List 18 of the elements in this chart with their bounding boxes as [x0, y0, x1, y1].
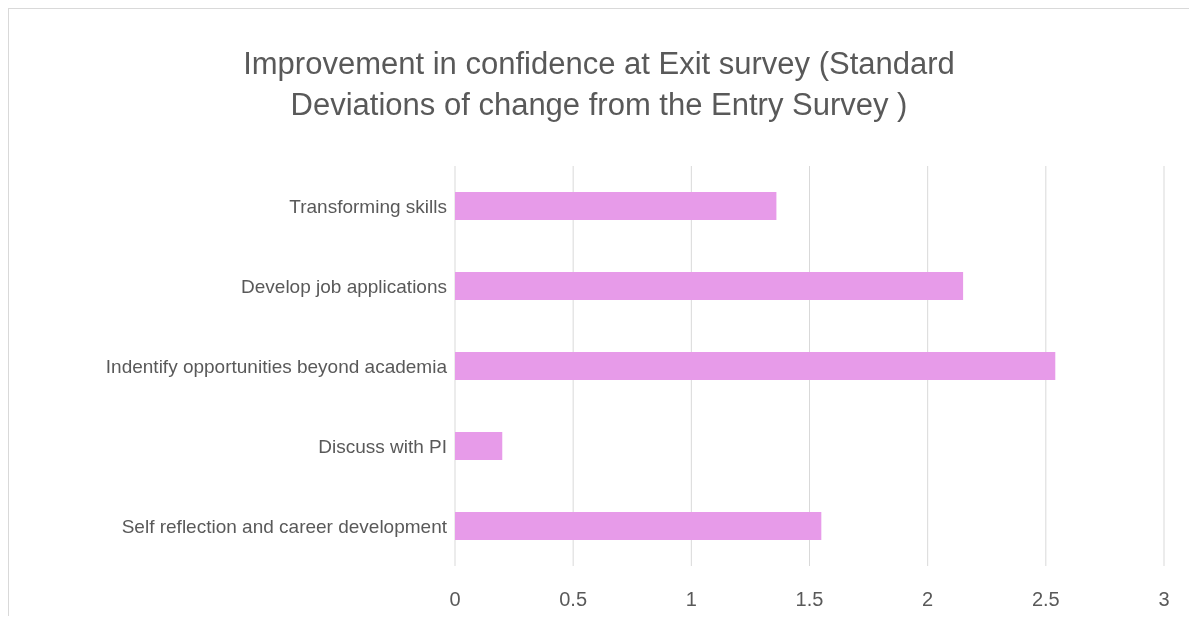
bar	[455, 432, 503, 460]
y-tick-label: Indentify opportunities beyond academia	[105, 355, 448, 377]
x-tick-label: 1	[685, 588, 697, 611]
x-tick-label: 2	[922, 588, 934, 611]
chart-title: Improvement in confidence at Exit survey (Standard Deviations of change from the Entry Survey )	[242, 45, 956, 124]
x-tick-label: 1.5	[795, 588, 824, 611]
bar	[455, 192, 777, 220]
bar	[455, 272, 964, 300]
x-tick-label: 0.5	[559, 588, 588, 611]
x-tick-label: 2.5	[1031, 588, 1060, 611]
x-tick-label: 3	[1158, 588, 1170, 611]
y-tick-label: Discuss with PI	[318, 435, 447, 457]
bar	[455, 352, 1056, 380]
x-tick-label: 0	[449, 588, 461, 611]
y-tick-label: Transforming skills	[289, 195, 447, 217]
bar	[455, 512, 822, 540]
y-tick-label: Develop job applications	[241, 275, 447, 297]
y-tick-label: Self reflection and career development	[121, 515, 448, 537]
